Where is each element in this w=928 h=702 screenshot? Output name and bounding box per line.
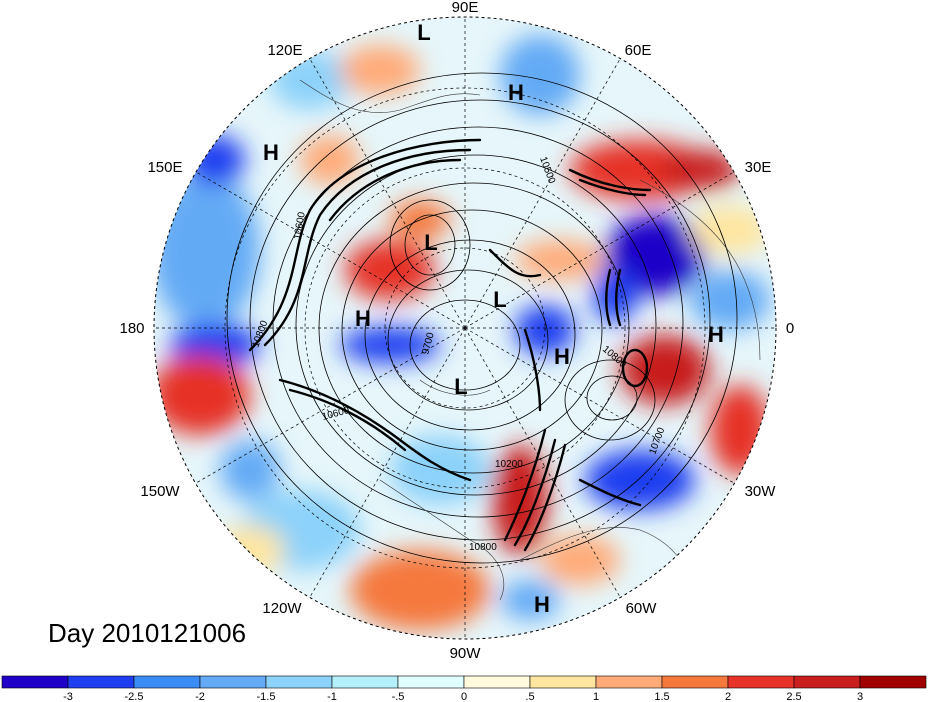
colorbar-tick-label: 1.5 [654,691,669,702]
low-marker: L [417,20,430,45]
colorbar-tick-label: 0 [461,691,467,702]
colorbar-box [133,675,201,689]
low-marker: L [424,230,437,255]
high-marker: H [554,344,570,369]
colorbar-tick-label: -1.5 [257,691,276,702]
map-border [153,16,777,640]
lon-label-120e: 120E [267,42,302,59]
high-marker: H [355,306,371,331]
low-marker: L [454,374,467,399]
low-marker: L [493,287,506,312]
high-marker: H [708,322,724,347]
colorbar-ticks: -3 -2.5 -2 -1.5 -1 -.5 0 .5 1 1.5 2 2.5 3 [63,691,863,702]
colorbar-tick-label: -2.5 [125,691,144,702]
longitude-labels: 90E 60E 30E 0 30W 60W 90W 120W 150W 180 … [119,0,794,662]
jet-contours [248,138,652,552]
colorbar-box [397,675,465,689]
lon-label-120w: 120W [262,600,302,617]
colorbar: -3 -2.5 -2 -1.5 -1 -.5 0 .5 1 1.5 2 2.5 3 [1,675,927,702]
colorbar-box [661,675,729,689]
coastlines [299,79,761,621]
colorbar-tick-label: 1 [593,691,599,702]
pressure-system-labels: L H H L L H H H L H H [263,20,724,617]
colorbar-tick-label: -3 [63,691,73,702]
lon-label-180: 180 [119,320,144,337]
colorbar-tick-label: 2 [725,691,731,702]
contour-label: 10600 [292,211,308,241]
colorbar-tick-label: -1 [327,691,337,702]
lon-label-30w: 30W [745,483,777,500]
colorbar-tick-label: .5 [525,691,534,702]
lon-label-150e: 150E [147,159,182,176]
colorbar-boxes [1,675,927,689]
colorbar-box [67,675,135,689]
high-marker: H [263,140,279,165]
lon-label-150w: 150W [140,483,180,500]
colorbar-tick-label: 2.5 [786,691,801,702]
colorbar-box [727,675,795,689]
colorbar-box [331,675,399,689]
colorbar-box [529,675,597,689]
lon-label-30e: 30E [745,159,772,176]
colorbar-box [463,675,531,689]
colorbar-box [793,675,861,689]
high-marker: H [534,592,550,617]
lon-label-0: 0 [786,320,794,337]
colorbar-tick-label: -2 [195,691,205,702]
colorbar-tick-label: 3 [857,691,863,702]
anomaly-field [154,17,776,639]
graticule [154,17,776,639]
contour-label: 10200 [495,459,523,470]
colorbar-tick-label: -.5 [392,691,405,702]
colorbar-box [265,675,333,689]
colorbar-box [199,675,267,689]
colorbar-box [595,675,663,689]
lon-label-60e: 60E [625,42,652,59]
lon-label-60w: 60W [626,600,658,617]
date-label: Day 2010121006 [48,618,247,648]
high-marker: H [508,80,524,105]
colorbar-box [1,675,69,689]
colorbar-box [859,675,927,689]
lon-label-90e: 90E [452,0,479,16]
lon-label-90w: 90W [450,645,482,662]
contour-label: 10800 [469,542,497,553]
